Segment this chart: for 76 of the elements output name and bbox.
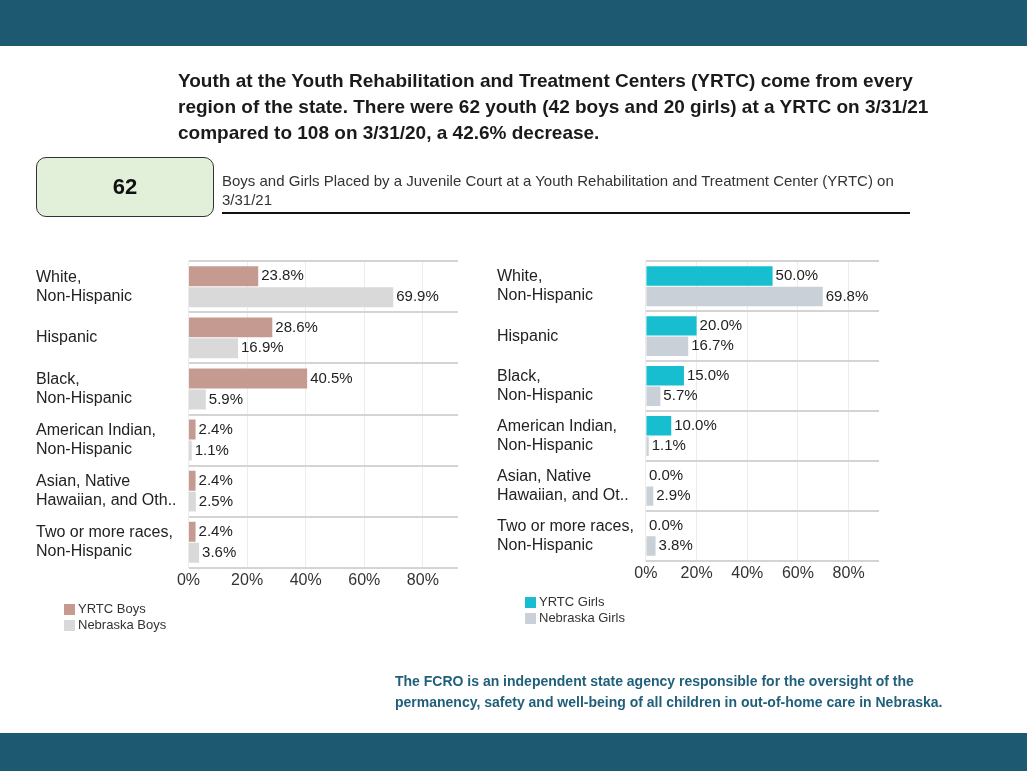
- bar: [189, 521, 196, 542]
- data-label: 5.7%: [663, 386, 698, 404]
- y-tick-label: White, Non-Hispanic: [497, 266, 594, 304]
- data-label: 2.5%: [198, 491, 234, 509]
- data-label: 2.4%: [198, 419, 233, 437]
- y-tick-label: Two or more races, Non-Hispanic: [36, 523, 173, 560]
- bar: [189, 338, 239, 359]
- data-label: 16.7%: [691, 336, 734, 354]
- y-tick-label: White, Non-Hispanic: [36, 267, 133, 304]
- bar: [646, 416, 672, 436]
- text: Boys and Girls Placed by a Juvenile Court at a Youth Rehabilitation and Treatment Center (YRTC) on 3/31/21: [222, 171, 910, 214]
- x-tick-label: 60%: [781, 563, 814, 581]
- data-label: 2.9%: [656, 486, 691, 504]
- bar: [646, 316, 697, 336]
- y-tick-label: Black, Non-Hispanic: [497, 366, 594, 404]
- y-tick-label: American Indian, Non-Hispanic: [497, 416, 618, 453]
- x-tick-label: 20%: [680, 563, 713, 581]
- data-label: 10.0%: [674, 415, 717, 433]
- data-label: 15.0%: [686, 365, 730, 383]
- data-label: 5.9%: [208, 389, 244, 407]
- bar: [189, 419, 196, 440]
- x-tick-label: 40%: [289, 570, 322, 588]
- text: The FCRO is an independent state agency responsible for the oversight of the permanency, safety and well-being of all children in out-of-home care in Nebraska.: [395, 672, 944, 712]
- bar: [189, 491, 196, 512]
- data-label: 2.4%: [198, 470, 233, 488]
- legend-label: YRTC Boys: [78, 601, 146, 617]
- data-label: 3.6%: [202, 542, 237, 560]
- bar: [646, 336, 689, 357]
- data-label: 28.6%: [275, 317, 318, 335]
- bar: [646, 386, 661, 406]
- legend-label: YRTC Girls: [539, 594, 605, 610]
- bar: [646, 536, 656, 556]
- y-tick-label: Asian, Native Hawaiian, and Ot..: [497, 466, 629, 503]
- y-tick-label: Two or more races, Non-Hispanic: [497, 516, 634, 553]
- x-tick-label: 80%: [406, 570, 439, 588]
- bar: [189, 470, 196, 491]
- data-label: 69.8%: [825, 286, 869, 304]
- bar: [646, 266, 773, 286]
- y-tick-label: Hispanic: [36, 328, 98, 346]
- text: Youth at the Youth Rehabilitation and Treatment Centers (YRTC) come from every region of the state. There were 62 youth (42 boys and 20 girls) at a YRTC on 3/31/21 compared to 108 on 3/31/20, a 42.6% decrease.: [178, 69, 930, 145]
- data-label: 23.8%: [261, 266, 304, 284]
- bar: [189, 287, 394, 308]
- bar: [646, 486, 654, 506]
- y-tick-label: Black, Non-Hispanic: [36, 369, 133, 406]
- data-label: 16.9%: [241, 338, 284, 356]
- data-label: 1.1%: [194, 440, 229, 458]
- x-tick-label: 60%: [348, 570, 381, 588]
- data-label: 3.8%: [658, 536, 693, 554]
- data-label: 40.5%: [310, 368, 353, 386]
- x-tick-label: 40%: [731, 563, 764, 581]
- y-tick-label: Hispanic: [497, 326, 559, 344]
- bar: [189, 542, 200, 563]
- legend-label: Nebraska Girls: [539, 610, 625, 626]
- x-tick-label: 20%: [231, 570, 264, 588]
- x-tick-label: 80%: [832, 563, 865, 581]
- data-label: 0.0%: [648, 465, 684, 483]
- bar: [189, 317, 273, 338]
- text: 62: [36, 157, 214, 217]
- data-label: 2.4%: [198, 521, 233, 539]
- data-label: 0.0%: [648, 515, 684, 533]
- data-label: 50.0%: [775, 266, 819, 284]
- data-label: 1.1%: [651, 436, 686, 454]
- legend-label: Nebraska Boys: [78, 617, 167, 633]
- bar: [646, 436, 649, 456]
- y-tick-label: Asian, Native Hawaiian, and Oth..: [36, 471, 177, 509]
- bar: [189, 266, 259, 287]
- bar: [646, 366, 684, 386]
- bar: [646, 286, 823, 307]
- data-label: 69.9%: [396, 287, 439, 305]
- bar: [189, 440, 192, 461]
- x-tick-label: 0%: [176, 570, 201, 588]
- data-label: 20.0%: [699, 316, 743, 333]
- bar: [189, 368, 308, 389]
- y-tick-label: American Indian, Non-Hispanic: [36, 420, 157, 458]
- x-tick-label: 0%: [634, 563, 658, 581]
- bar: [189, 389, 206, 410]
